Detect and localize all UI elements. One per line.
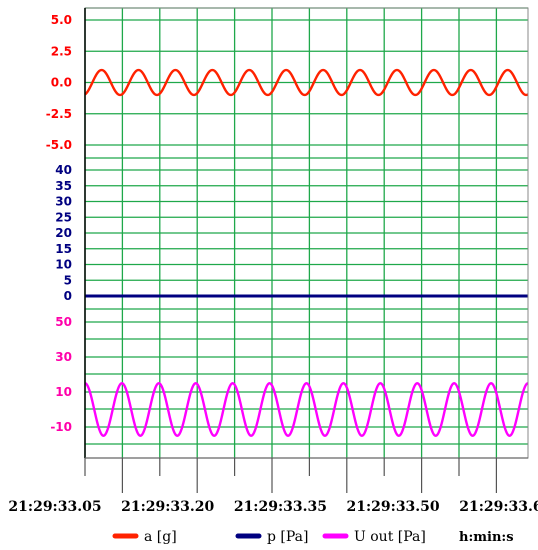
legend-label: a [g] [144, 529, 177, 545]
x-tick-label: 21:29:33.05 [8, 499, 101, 515]
y-tick-label-p: 40 [55, 163, 72, 177]
y-tick-label-p: 5 [64, 273, 72, 287]
series-line-a [84, 68, 529, 97]
legend-label: p [Pa] [267, 529, 308, 545]
y-tick-label-p: 0 [64, 289, 72, 303]
y-tick-label-u: -10 [50, 420, 72, 434]
y-tick-label-a: 5.0 [51, 13, 72, 27]
y-tick-label-p: 10 [55, 258, 72, 272]
y-tick-label-p: 20 [55, 226, 72, 240]
y-tick-label-a: -2.5 [46, 107, 72, 121]
y-tick-label-a: 0.0 [51, 76, 72, 90]
y-tick-label-a: -5.0 [46, 138, 72, 152]
series-layer [84, 68, 529, 437]
legend-label: U out [Pa] [354, 529, 426, 545]
x-unit-label: h:min:s [459, 530, 514, 545]
y-tick-label-u: 30 [55, 350, 72, 364]
y-tick-label-a: 2.5 [51, 44, 72, 58]
y-tick-label-p: 30 [55, 195, 72, 209]
y-tick-label-u: 10 [55, 385, 72, 399]
y-tick-label-u: 50 [55, 315, 72, 329]
legend: a [g] p [Pa] U out [Pa] h:min:s [112, 529, 514, 545]
y-tick-label-p: 15 [55, 242, 72, 256]
x-tick-labels: 21:29:33.05 21:29:33.20 21:29:33.35 21:29:3… [8, 499, 538, 515]
grid [84, 7, 528, 458]
x-tick-label: 21:29:33.50 [347, 499, 440, 515]
x-tick-label: 21:29:33.65 [459, 499, 538, 515]
x-tick-label: 21:29:33.35 [234, 499, 327, 515]
y-tick-label-p: 35 [55, 179, 72, 193]
y-tick-label-p: 25 [55, 210, 72, 224]
axes [84, 7, 529, 493]
x-tick-label: 21:29:33.20 [121, 499, 214, 515]
series-line-u [84, 382, 529, 437]
y-tick-labels: 5.02.50.0-2.5-5.04035302520151050503010-… [46, 13, 72, 434]
